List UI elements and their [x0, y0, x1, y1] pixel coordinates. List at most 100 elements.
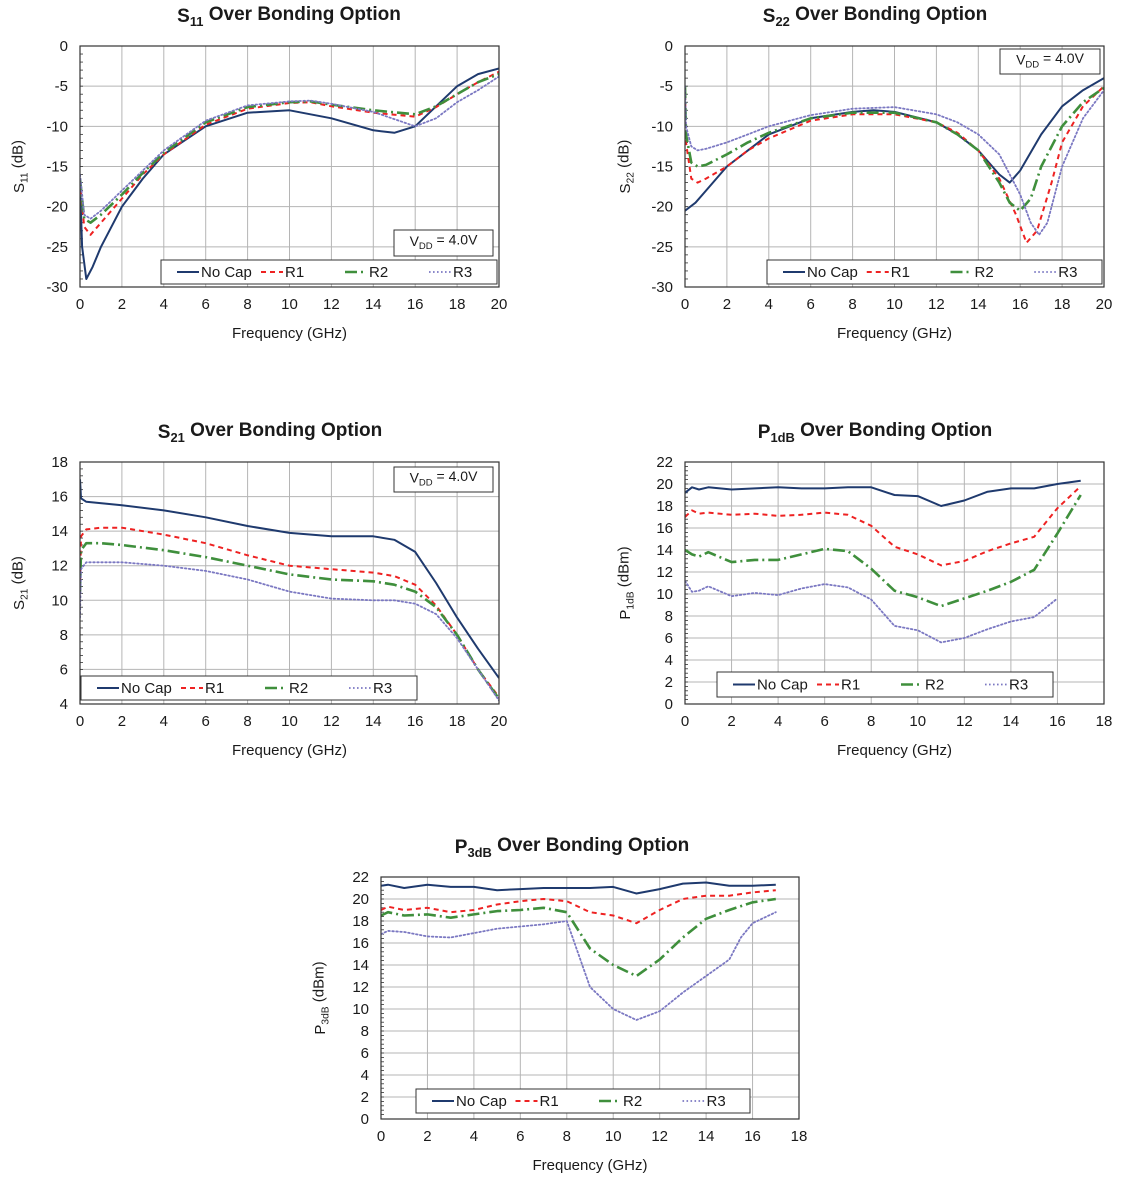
legend: No Cap R1 R2 R3 [766, 259, 1103, 285]
y-tick-label: 14 [352, 957, 369, 974]
y-axis-label-rest: (dBm) [615, 546, 632, 591]
x-tick-label: 2 [727, 713, 735, 730]
legend-label-r3: R3 [373, 680, 392, 697]
y-tick-label: 20 [352, 891, 369, 908]
x-axis-label: Frequency (GHz) [232, 742, 347, 759]
y-tick-label: -15 [651, 159, 673, 176]
series-line-r2 [80, 541, 499, 700]
y-axis-label-main: S [11, 600, 28, 610]
annotation-box [393, 229, 494, 257]
annotation-text-main: V [1016, 52, 1026, 68]
legend-label-r2: R2 [623, 1093, 642, 1110]
grid [381, 877, 799, 1119]
series-line-r2 [685, 86, 1104, 212]
x-tick-label: 18 [1054, 296, 1071, 313]
x-tick-label: 0 [681, 296, 689, 313]
x-tick-label: 8 [243, 296, 251, 313]
series-group [685, 77, 1104, 244]
y-axis-label: S11 (dB) [9, 140, 30, 193]
legend-label-no-cap: No Cap [201, 264, 252, 281]
x-tick-label: 18 [791, 1128, 808, 1145]
x-tick-label: 6 [202, 713, 210, 730]
legend-label-r1: R1 [841, 677, 860, 694]
x-tick-label: 10 [886, 296, 903, 313]
y-tick-label: -20 [651, 199, 673, 216]
y-tick-label: -5 [660, 78, 673, 95]
annotation-text-rest: = 4.0V [1039, 50, 1084, 66]
x-tick-label: 2 [118, 713, 126, 730]
annotation-text: VDD = 4.0V [410, 232, 479, 252]
x-tick-label: 10 [281, 296, 298, 313]
legend-box [415, 1088, 751, 1114]
series-group [80, 67, 499, 280]
x-tick-label: 8 [243, 713, 251, 730]
plot-frame [79, 45, 500, 288]
chart-title-main: S [158, 422, 171, 443]
y-axis-label-rest: (dB) [9, 556, 26, 589]
legend: No Cap R1 R2 R3 [80, 675, 418, 701]
y-tick-label: 0 [665, 696, 673, 713]
y-axis-label-sub: 21 [19, 588, 30, 600]
chart-title-main: P [455, 837, 468, 858]
y-tick-label: 18 [51, 454, 68, 471]
legend-label-r2: R2 [289, 680, 308, 697]
y-tick-label: 10 [352, 1001, 369, 1018]
y-tick-label: 22 [656, 454, 673, 471]
annotation-text-main: V [410, 233, 420, 249]
legend-label-no-cap: No Cap [121, 680, 172, 697]
plot-frame [380, 876, 800, 1120]
legend-label-no-cap: No Cap [456, 1093, 507, 1110]
y-axis-label-main: S [11, 183, 28, 193]
x-tick-label: 18 [449, 296, 466, 313]
chart-title-sub: 3dB [467, 845, 491, 860]
annotation-text-main: V [410, 470, 420, 486]
x-tick-label: 16 [744, 1128, 761, 1145]
x-tick-label: 0 [76, 296, 84, 313]
legend-label-r2: R2 [369, 264, 388, 281]
grid [685, 46, 1104, 287]
chart-title: P3dB Over Bonding Option [455, 835, 689, 860]
y-axis-label: S21 (dB) [9, 556, 30, 610]
y-tick-label: 12 [656, 564, 673, 581]
series-line-r1 [685, 485, 1082, 567]
series-line-no-cap [381, 881, 776, 895]
y-tick-label: 0 [60, 38, 68, 55]
chart-title-rest: Over Bonding Option [185, 420, 382, 441]
x-axis-label: Frequency (GHz) [232, 325, 347, 342]
series-line-r3 [685, 579, 1059, 644]
y-tick-label: -15 [46, 159, 68, 176]
series-group [381, 881, 777, 1021]
y-tick-label: -25 [46, 239, 68, 256]
y-axis-label: P3dB (dBm) [310, 961, 331, 1034]
legend-label-r1: R1 [205, 680, 224, 697]
x-tick-label: 12 [956, 713, 973, 730]
x-tick-label: 2 [118, 296, 126, 313]
y-axis-label-sub: 1dB [625, 591, 636, 609]
vdd-annotation: VDD = 4.0V [393, 229, 494, 257]
annotation-text: VDD = 4.0V [410, 468, 479, 488]
y-tick-label: 8 [665, 608, 673, 625]
series-line-r2 [80, 72, 499, 224]
series-group [80, 479, 499, 702]
annotation-text-sub: DD [419, 478, 433, 489]
x-tick-label: 10 [605, 1128, 622, 1145]
x-tick-label: 8 [848, 296, 856, 313]
legend-label-r1: R1 [540, 1093, 559, 1110]
x-tick-label: 0 [377, 1128, 385, 1145]
y-axis-label-sub: 11 [19, 172, 30, 183]
vdd-annotation: VDD = 4.0V [999, 48, 1101, 75]
x-tick-label: 4 [160, 296, 168, 313]
x-tick-label: 14 [365, 713, 382, 730]
legend-label-r3: R3 [707, 1093, 726, 1110]
y-axis-label-sub: 3dB [320, 1006, 331, 1024]
annotation-box [393, 466, 494, 493]
chart-title-rest: Over Bonding Option [492, 835, 689, 856]
y-tick-label: 14 [656, 542, 673, 559]
legend: No Cap R1 R2 R3 [160, 259, 498, 285]
chart-title-sub: 1dB [770, 430, 794, 445]
y-axis-label-rest: (dBm) [310, 961, 327, 1006]
y-tick-label: -25 [651, 239, 673, 256]
y-tick-label: 14 [51, 523, 68, 540]
